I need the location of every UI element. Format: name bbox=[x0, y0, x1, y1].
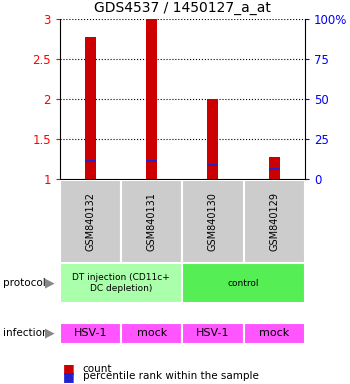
Text: ■: ■ bbox=[63, 370, 75, 383]
Bar bbox=[60, 263, 182, 303]
Bar bbox=[208, 99, 218, 179]
Title: GDS4537 / 1450127_a_at: GDS4537 / 1450127_a_at bbox=[94, 2, 271, 15]
Text: mock: mock bbox=[259, 328, 289, 338]
Text: ■: ■ bbox=[63, 362, 75, 375]
Text: ▶: ▶ bbox=[44, 327, 54, 339]
Bar bbox=[121, 180, 182, 263]
Bar bbox=[269, 157, 280, 179]
Bar bbox=[244, 180, 305, 263]
Text: DT injection (CD11c+
DC depletion): DT injection (CD11c+ DC depletion) bbox=[72, 273, 170, 293]
Text: control: control bbox=[228, 279, 259, 288]
Bar bbox=[85, 160, 96, 162]
Bar bbox=[244, 323, 305, 344]
Text: HSV-1: HSV-1 bbox=[196, 328, 230, 338]
Bar bbox=[182, 323, 244, 344]
Text: ▶: ▶ bbox=[44, 277, 54, 290]
Bar bbox=[85, 37, 96, 179]
Bar bbox=[60, 180, 121, 263]
Text: GSM840132: GSM840132 bbox=[85, 192, 96, 251]
Bar bbox=[269, 167, 280, 170]
Bar bbox=[182, 263, 305, 303]
Bar bbox=[146, 19, 157, 179]
Text: GSM840131: GSM840131 bbox=[147, 192, 157, 251]
Text: count: count bbox=[83, 364, 112, 374]
Text: mock: mock bbox=[136, 328, 167, 338]
Text: HSV-1: HSV-1 bbox=[74, 328, 107, 338]
Bar bbox=[182, 180, 244, 263]
Text: protocol: protocol bbox=[4, 278, 46, 288]
Bar bbox=[208, 164, 218, 166]
Bar bbox=[60, 323, 121, 344]
Text: GSM840129: GSM840129 bbox=[269, 192, 279, 251]
Bar bbox=[121, 323, 182, 344]
Text: percentile rank within the sample: percentile rank within the sample bbox=[83, 371, 258, 381]
Text: GSM840130: GSM840130 bbox=[208, 192, 218, 251]
Text: infection: infection bbox=[4, 328, 49, 338]
Bar bbox=[146, 160, 157, 162]
